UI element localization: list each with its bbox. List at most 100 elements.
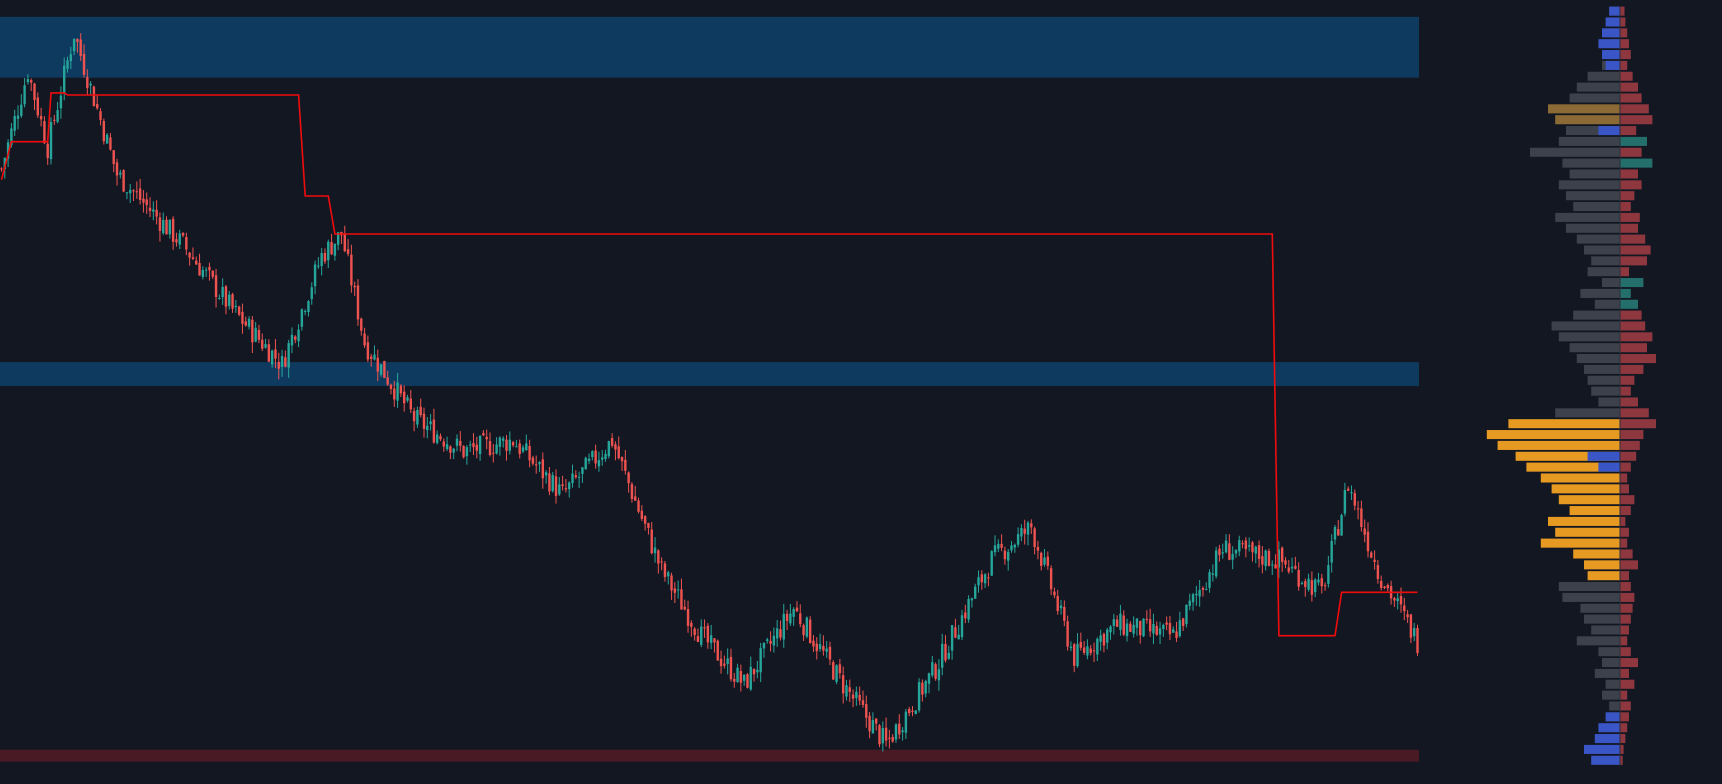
candle-body [713, 638, 716, 643]
candle-body [1241, 543, 1244, 545]
candle [1016, 527, 1020, 548]
profile-bar-left [1576, 636, 1620, 646]
candle [39, 107, 43, 127]
candle-body [1416, 628, 1419, 653]
candle [393, 380, 396, 407]
candle [492, 443, 495, 463]
candle [604, 449, 607, 462]
candle [901, 726, 904, 741]
candle [805, 616, 809, 639]
candle-body [488, 441, 492, 455]
candle [257, 324, 261, 344]
candle [1251, 540, 1254, 562]
profile-bar-right [1620, 734, 1626, 744]
candle-body [993, 545, 997, 553]
candle-body [1073, 644, 1076, 666]
candle-body [0, 168, 3, 170]
profile-bar-right [1620, 744, 1624, 754]
candle [1277, 541, 1281, 579]
candle [716, 639, 719, 661]
candle-body [1297, 569, 1300, 587]
candle [577, 471, 581, 488]
candle-body [1043, 557, 1046, 565]
candle-body [980, 574, 984, 583]
candle [204, 267, 208, 277]
candle-body [468, 444, 472, 446]
candle-body [482, 432, 485, 436]
candle [109, 133, 112, 151]
candle [1165, 616, 1168, 631]
candle [706, 623, 710, 649]
candle [1244, 537, 1248, 558]
candle-body [472, 442, 475, 448]
candle-body [907, 708, 911, 714]
profile-bar-left [1569, 169, 1620, 179]
candle [518, 439, 521, 459]
candle-body [105, 134, 109, 144]
candle [1327, 555, 1330, 588]
profile-bar-right [1620, 245, 1651, 255]
candle-body [594, 450, 597, 464]
candle-body [577, 476, 581, 478]
candle-body [30, 80, 33, 83]
candle-body [6, 142, 10, 159]
candle [228, 291, 231, 310]
candle-body [336, 232, 340, 245]
candle [132, 189, 135, 202]
candle-body [891, 736, 894, 742]
profile-bar-buy [1609, 6, 1620, 16]
profile-bar-buy [1602, 50, 1620, 60]
candle [993, 535, 997, 557]
candle [617, 436, 620, 460]
candle [1238, 535, 1241, 557]
candle [680, 578, 683, 610]
candle [1363, 519, 1366, 543]
candle-body [155, 209, 158, 217]
candle-body [350, 254, 353, 286]
profile-bar-right [1620, 180, 1642, 190]
candle [49, 117, 53, 165]
candle-body [832, 662, 835, 680]
candle [171, 216, 175, 250]
candle [175, 232, 178, 247]
candle-body [1185, 604, 1188, 625]
candle [752, 668, 756, 682]
candle-body [492, 452, 495, 454]
candle [825, 640, 828, 658]
candle [907, 706, 911, 717]
candle-body [571, 473, 574, 484]
candle [719, 650, 723, 674]
candle [1386, 583, 1389, 592]
candle-body [257, 330, 261, 340]
candle-body [1257, 545, 1261, 559]
candle [297, 324, 300, 348]
candle-body [287, 343, 290, 368]
candle [439, 433, 442, 442]
candle-body [1155, 625, 1158, 635]
candle [1096, 637, 1099, 662]
candle-body [1399, 596, 1403, 605]
candle-body [330, 242, 333, 255]
candle [822, 635, 825, 656]
candle-body [1267, 550, 1271, 566]
candle-body [1152, 623, 1155, 634]
profile-bar-right [1620, 506, 1631, 516]
candle-body [518, 443, 521, 455]
candle-body [779, 629, 782, 638]
candle-body [845, 685, 848, 697]
candle-body [178, 233, 181, 245]
profile-bar-right [1620, 386, 1631, 396]
candle-body [940, 643, 944, 668]
candle [426, 416, 429, 439]
candle-body [541, 459, 545, 479]
candle [587, 453, 591, 465]
candle-body [624, 459, 627, 471]
candle-body [921, 682, 924, 695]
candle-body [1188, 600, 1191, 606]
candle [789, 603, 792, 626]
candle [0, 167, 3, 172]
candle [406, 394, 409, 403]
candle [1046, 551, 1050, 570]
candle [531, 455, 535, 466]
candle-body [188, 252, 191, 258]
